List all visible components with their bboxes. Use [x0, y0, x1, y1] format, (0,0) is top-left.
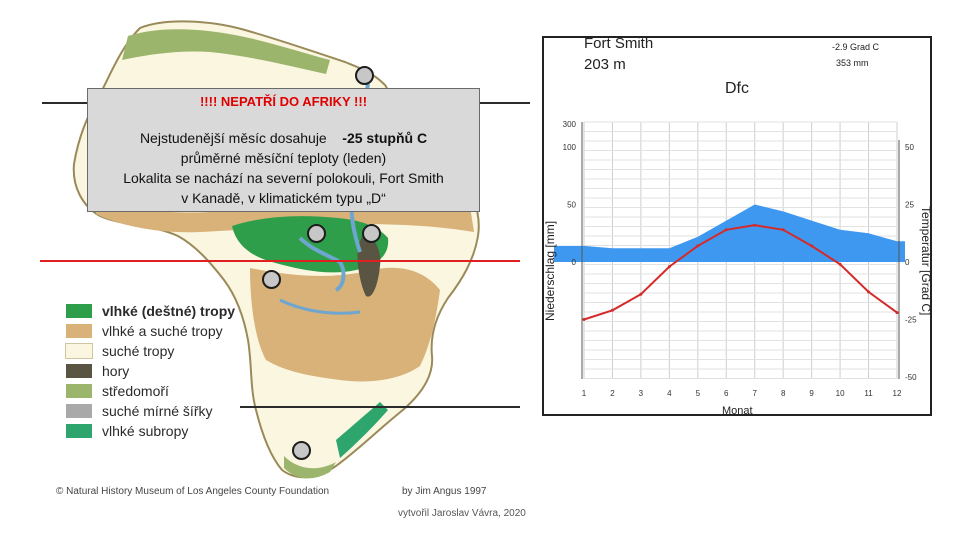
x-tick-label: 6 — [724, 389, 729, 398]
temperature-line — [583, 224, 898, 321]
info-line-1-value: -25 stupňů C — [342, 130, 428, 146]
temperature-point — [895, 311, 899, 315]
legend-label: vlhké (deštné) tropy — [102, 303, 236, 319]
legend-label: suché tropy — [102, 343, 175, 359]
right-axis-label: Temperatur [Grad C] — [919, 206, 932, 315]
x-tick-label: 2 — [610, 389, 615, 398]
x-tick-label: 7 — [753, 389, 758, 398]
info-box: !!!! NEPATŘÍ DO AFRIKY !!! Nejstudenější… — [87, 88, 480, 212]
legend-item: středomoří — [66, 382, 169, 400]
x-tick-label: 3 — [639, 389, 644, 398]
info-line-1: Nejstudenější měsíc dosahuje -25 stupňů … — [88, 128, 479, 148]
x-tick-label: 9 — [809, 389, 814, 398]
right-tick-label: -25 — [905, 316, 917, 325]
map-credit-right: by Jim Angus 1997 — [402, 486, 487, 497]
info-line-1-text: Nejstudenější měsíc dosahuje — [139, 130, 327, 146]
right-tick-label: -50 — [905, 373, 917, 382]
info-line-3: Lokalita se nachází na severní polokouli… — [123, 170, 444, 186]
temperature-point — [867, 290, 871, 294]
x-tick-label: 1 — [582, 389, 587, 398]
info-line-2: průměrné měsíční teploty (leden) — [180, 150, 387, 166]
temperature-point — [582, 318, 586, 321]
station-elevation: 203 m — [584, 56, 626, 73]
annual-precipitation: 353 mm — [836, 58, 869, 68]
precipitation-layer — [554, 204, 905, 262]
legend-item: hory — [66, 362, 129, 380]
temperature-point — [696, 244, 700, 248]
station-name: Fort Smith — [584, 36, 653, 52]
precipitation-area — [554, 204, 905, 262]
location-marker-south[interactable] — [292, 441, 311, 460]
right-tick-label: 25 — [905, 201, 914, 210]
mediterranean-zone-north — [122, 29, 330, 74]
temperature-point — [838, 262, 842, 266]
legend-label: hory — [102, 363, 130, 379]
legend-swatch — [66, 324, 92, 338]
climate-diagram: Fort Smith 203 m Dfc -2.9 Grad C 353 mm … — [542, 36, 932, 416]
annual-mean-temperature: -2.9 Grad C — [832, 42, 880, 52]
temperature-point — [810, 244, 814, 248]
mediterranean-zone-south — [284, 456, 336, 479]
legend-item: vlhké (deštné) tropy — [66, 302, 235, 320]
legend-swatch — [66, 304, 92, 318]
x-axis-label: Monat — [722, 405, 753, 416]
left-axis-label: Niederschlag [mm] — [543, 221, 557, 321]
location-marker-north[interactable] — [355, 66, 374, 85]
legend-swatch — [66, 404, 92, 418]
left-tick-label: 300 — [563, 120, 577, 129]
right-tick-label: 0 — [905, 258, 910, 267]
legend-swatch — [65, 343, 93, 359]
info-line-4: v Kanadě, v klimatickém typu „D“ — [181, 190, 386, 206]
temperature-layer — [582, 223, 899, 321]
left-tick-label: 50 — [567, 201, 576, 210]
legend-swatch — [66, 364, 92, 378]
location-marker-savanna[interactable] — [262, 270, 281, 289]
legend-swatch — [66, 424, 92, 438]
legend-item: vlhké subropy — [66, 422, 188, 440]
legend-item: suché tropy — [65, 342, 175, 360]
temperature-point — [639, 292, 643, 296]
zambezi-river — [279, 298, 361, 315]
temperature-point — [781, 228, 785, 232]
x-tick-label: 5 — [696, 389, 701, 398]
climate-type-label: Dfc — [725, 80, 749, 97]
legend-label: středomoří — [102, 383, 169, 399]
location-marker-rainforest-west[interactable] — [307, 224, 326, 243]
legend-item: suché mírné šířky — [66, 402, 212, 420]
legend-label: vlhké subropy — [102, 423, 189, 439]
x-tick-label: 8 — [781, 389, 786, 398]
legend-label: vlhké a suché tropy — [102, 323, 223, 339]
x-tick-label: 4 — [667, 389, 672, 398]
legend-swatch — [66, 384, 92, 398]
left-tick-label: 100 — [563, 143, 577, 152]
humid-subtropics-zone — [336, 402, 388, 458]
info-text: Nejstudenější měsíc dosahuje -25 stupňů … — [88, 128, 479, 208]
location-marker-rainforest-east[interactable] — [362, 224, 381, 243]
temperature-point — [667, 265, 671, 269]
author-footer: vytvořil Jaroslav Vávra, 2020 — [398, 508, 526, 519]
map-credit-left: © Natural History Museum of Los Angeles … — [56, 486, 330, 497]
left-tick-label: 0 — [572, 258, 577, 267]
temperature-point — [753, 223, 757, 227]
temperature-point — [610, 308, 614, 312]
x-tick-label: 11 — [864, 389, 873, 398]
x-tick-label: 12 — [893, 389, 902, 398]
right-tick-label: 50 — [905, 143, 914, 152]
legend-item: vlhké a suché tropy — [66, 322, 223, 340]
highlands-zone — [357, 232, 381, 297]
x-tick-label: 10 — [836, 389, 845, 398]
savanna-zone-south — [250, 267, 440, 382]
not-africa-warning: !!!! NEPATŘÍ DO AFRIKY !!! — [199, 94, 368, 109]
legend-label: suché mírné šířky — [102, 403, 213, 419]
temperature-point — [724, 228, 728, 232]
